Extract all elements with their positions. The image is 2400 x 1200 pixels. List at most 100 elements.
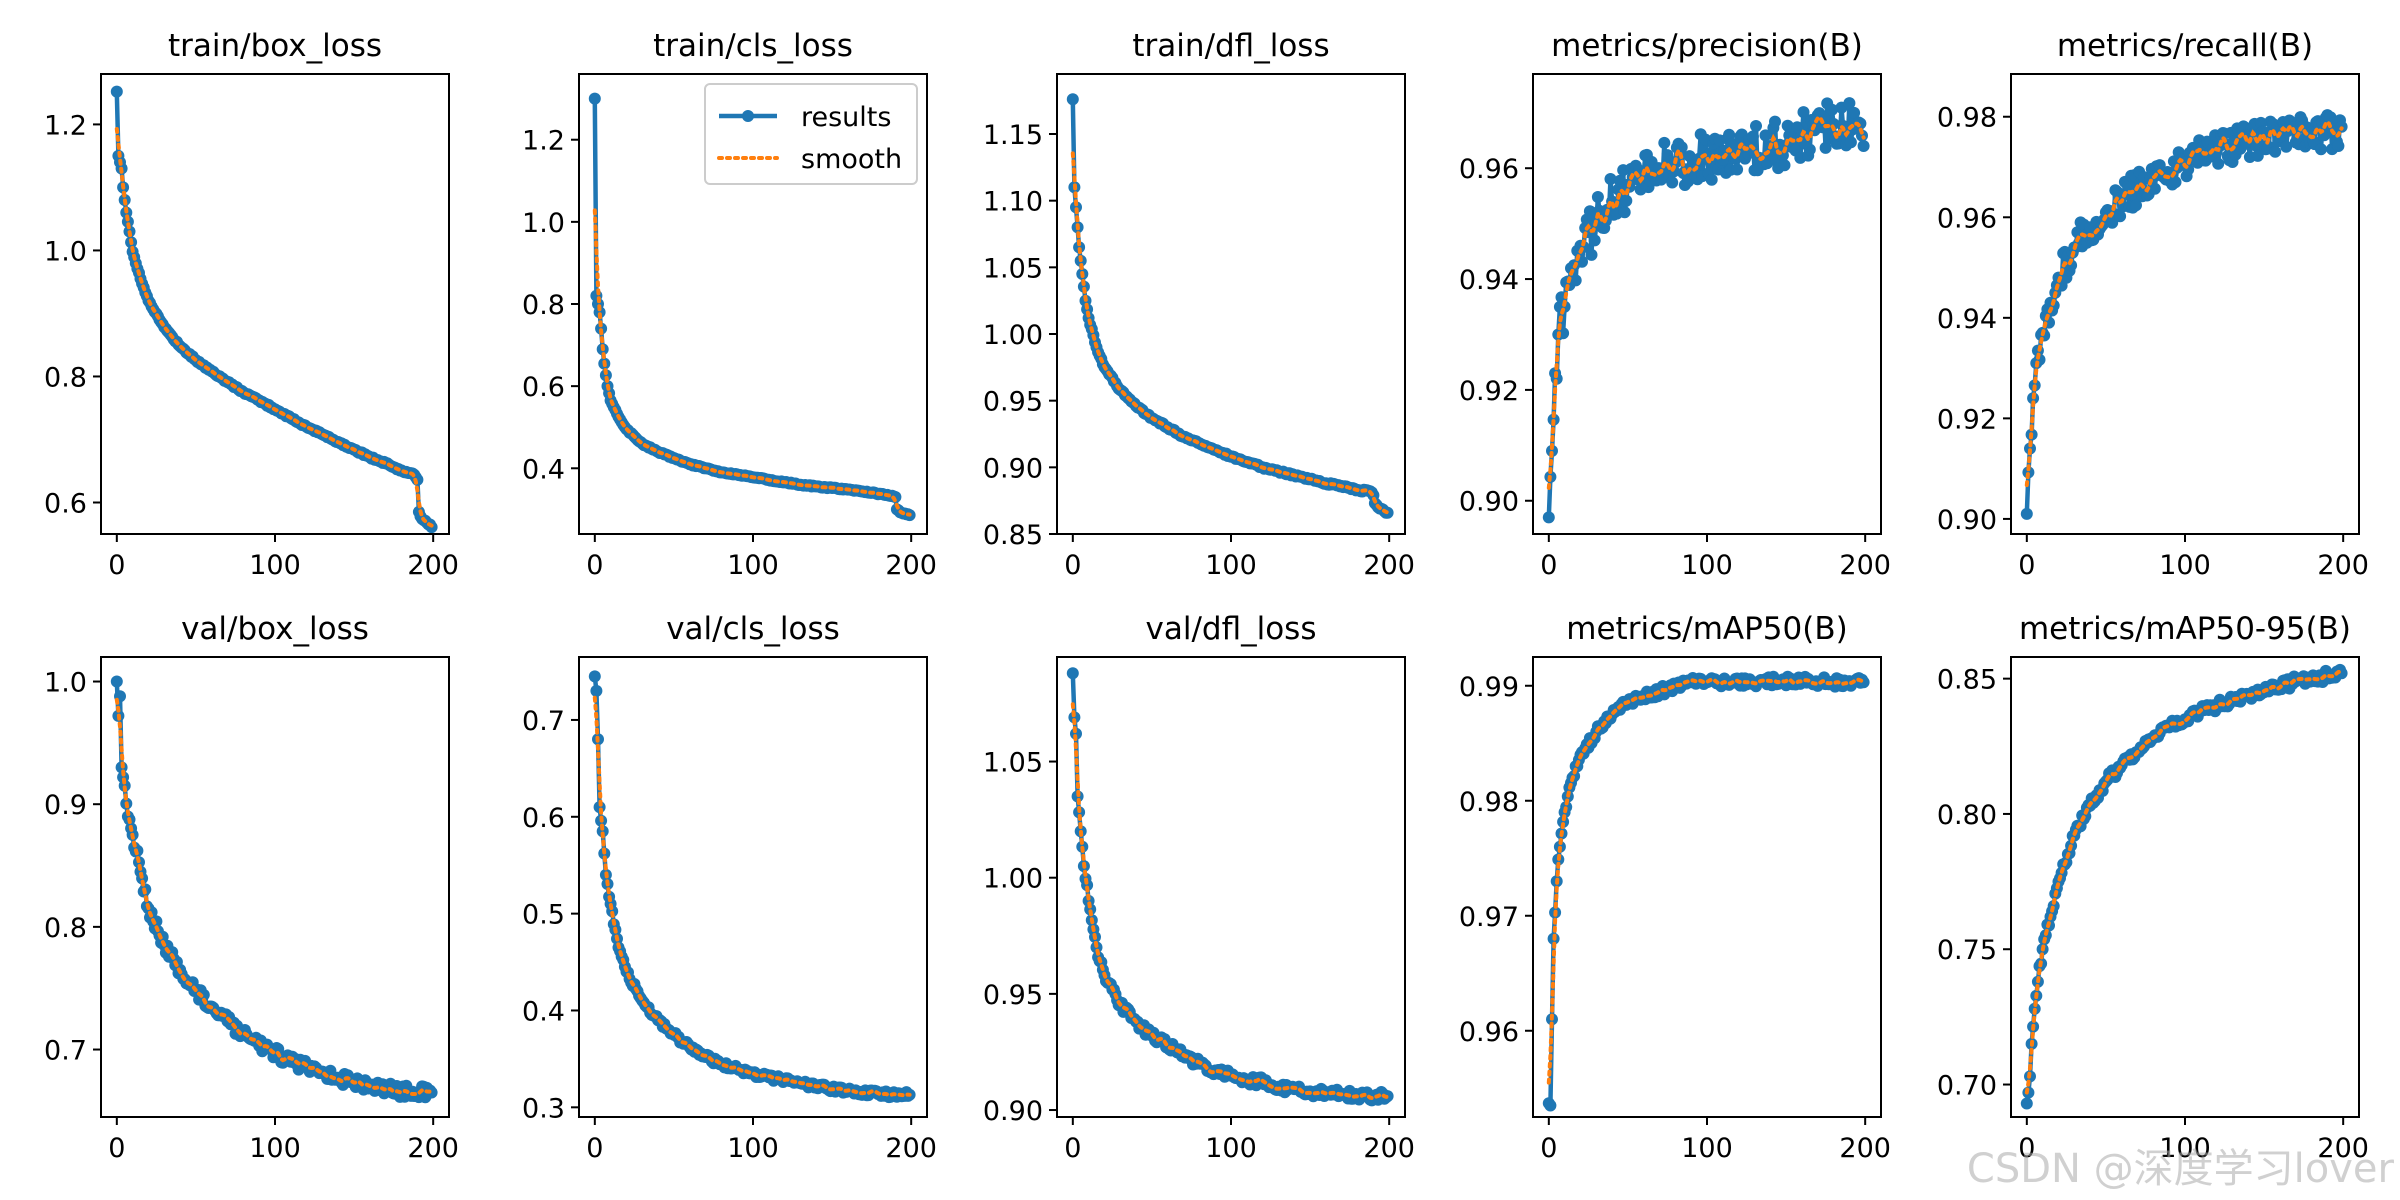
y-tick-label: 0.96 <box>1459 154 1519 185</box>
data-point <box>1068 711 1081 724</box>
data-point <box>2148 182 2161 195</box>
data-point <box>1843 97 1856 110</box>
x-tick-label: 0 <box>2018 550 2035 581</box>
panel-title: train/dfl_loss <box>1132 28 1329 64</box>
data-point <box>1585 248 1598 261</box>
y-tick-label: 0.5 <box>522 900 565 931</box>
data-point <box>2114 210 2127 223</box>
data-point <box>1620 194 1633 207</box>
results-points <box>110 675 438 1104</box>
data-point <box>2106 216 2119 229</box>
x-tick-label: 0 <box>108 550 125 581</box>
data-point <box>590 684 603 697</box>
legend: results smooth <box>704 83 918 185</box>
data-point <box>1658 136 1671 149</box>
legend-smooth-label: smooth <box>801 144 902 175</box>
results-points <box>588 670 916 1104</box>
y-tick-label: 0.90 <box>983 1096 1043 1127</box>
y-tick-label: 0.92 <box>1459 376 1519 407</box>
panel-metrics-map50-95-b: metrics/mAP50-95(B) 0 100 200 0.70 0.75 0.80 0.… <box>1937 611 2369 1164</box>
data-point <box>2254 116 2267 129</box>
panel-train-cls-loss: train/cls_loss 0 100 200 0.4 0.6 0.8 1.0 1.2 resu… <box>522 28 937 581</box>
y-tick-label: 0.85 <box>1937 665 1997 696</box>
x-tick-label: 100 <box>727 1133 779 1164</box>
x-tick-label: 0 <box>1064 550 1081 581</box>
panel-title: metrics/precision(B) <box>1551 28 1863 64</box>
axes-frame <box>1056 656 1406 1118</box>
data-point <box>1542 511 1555 524</box>
data-point <box>197 988 210 1001</box>
y-tick-label: 1.2 <box>522 126 565 157</box>
data-point <box>1066 667 1079 680</box>
results-line <box>1070 673 1390 1103</box>
y-tick-label: 0.75 <box>1937 935 1997 966</box>
y-tick-label: 0.90 <box>983 453 1043 484</box>
data-point <box>2020 507 2033 520</box>
smooth-line <box>1546 677 1866 1085</box>
x-tick-label: 0 <box>1064 1133 1081 1164</box>
legend-results-label: results <box>801 102 891 133</box>
data-point <box>1546 444 1558 457</box>
data-point <box>1759 129 1772 142</box>
data-point <box>2169 176 2182 189</box>
x-tick-label: 100 <box>1205 1133 1257 1164</box>
y-tick-label: 1.10 <box>983 187 1043 218</box>
data-point <box>2122 180 2135 192</box>
data-point <box>1797 106 1810 119</box>
y-tick-label: 1.0 <box>522 208 565 239</box>
y-tick-label: 0.94 <box>1937 304 1997 335</box>
x-tick-label: 200 <box>885 1133 937 1164</box>
smooth-line <box>1546 114 1866 490</box>
data-point <box>1705 173 1718 186</box>
data-point <box>2269 145 2282 158</box>
panel-val-cls-loss: val/cls_loss 0 100 200 0.3 0.4 0.5 0.6 0.7 <box>522 611 937 1164</box>
results-line <box>1546 100 1866 518</box>
results-line <box>2024 667 2344 1104</box>
panel-metrics-recall-b: metrics/recall(B) 0 100 200 0.90 0.92 0.94 0.96… <box>1937 28 2369 581</box>
data-point <box>1569 274 1582 287</box>
x-tick-label: 100 <box>1681 1133 1733 1164</box>
y-tick-label: 0.94 <box>1459 265 1519 296</box>
data-point <box>1746 130 1759 143</box>
data-point <box>2130 199 2142 212</box>
data-point <box>596 825 609 838</box>
y-tick-label: 1.0 <box>44 236 87 267</box>
x-tick-label: 100 <box>249 550 301 581</box>
panel-title: metrics/recall(B) <box>2057 28 2313 64</box>
y-tick-label: 0.4 <box>522 454 565 485</box>
data-point <box>2288 121 2301 134</box>
x-tick-label: 100 <box>2159 1133 2211 1164</box>
y-tick-label: 1.05 <box>983 253 1043 284</box>
results-line <box>114 681 434 1100</box>
data-point <box>1557 815 1570 828</box>
y-tick-label: 0.90 <box>1459 487 1519 518</box>
y-tick-label: 0.80 <box>1937 800 1997 831</box>
x-tick-label: 200 <box>1363 1133 1415 1164</box>
smooth-line <box>2024 118 2344 488</box>
data-point <box>1826 103 1838 116</box>
x-tick-label: 0 <box>586 1133 603 1164</box>
y-tick-label: 0.3 <box>522 1093 565 1124</box>
panel-title: train/box_loss <box>168 28 382 64</box>
smooth-line <box>114 127 434 528</box>
y-tick-label: 1.05 <box>983 748 1043 779</box>
y-tick-label: 0.85 <box>983 520 1043 551</box>
smooth-line <box>592 695 912 1098</box>
data-point <box>121 215 134 228</box>
data-point <box>2251 149 2264 162</box>
data-point <box>425 1086 438 1099</box>
y-tick-label: 0.96 <box>1937 203 1997 234</box>
results-points <box>1066 93 1394 519</box>
x-tick-label: 0 <box>1540 550 1557 581</box>
x-tick-label: 0 <box>586 550 603 581</box>
data-point <box>1077 280 1090 293</box>
data-point <box>1844 136 1857 149</box>
y-tick-label: 0.95 <box>983 387 1043 418</box>
y-tick-label: 0.98 <box>1459 787 1519 818</box>
panel-metrics-map50-b: metrics/mAP50(B) 0 100 200 0.96 0.97 0.98 0.99 <box>1459 611 1891 1164</box>
y-tick-label: 1.15 <box>983 120 1043 151</box>
data-point <box>2332 140 2345 152</box>
x-tick-label: 200 <box>885 550 937 581</box>
panel-title: train/cls_loss <box>653 28 853 64</box>
